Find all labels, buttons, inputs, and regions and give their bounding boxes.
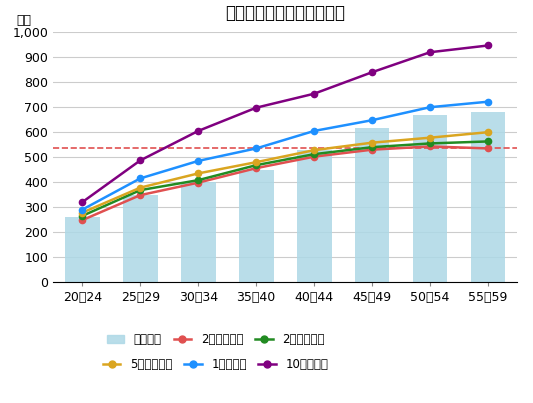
Bar	[413, 115, 447, 282]
Bar	[471, 112, 505, 282]
Bar	[65, 217, 100, 282]
Legend: 5千万円以上, 1億円以上, 10億円以上: 5千万円以上, 1億円以上, 10億円以上	[98, 354, 333, 376]
Bar	[355, 129, 390, 282]
Bar	[181, 182, 215, 282]
Title: 資本金別平均年収（男性）: 資本金別平均年収（男性）	[225, 4, 345, 22]
Bar	[123, 195, 158, 282]
Text: AOYAMA: AOYAMA	[433, 389, 462, 395]
Bar	[239, 170, 273, 282]
Text: 万円: 万円	[16, 14, 31, 27]
Bar	[297, 150, 332, 282]
Text: sincerité: sincerité	[417, 370, 479, 383]
